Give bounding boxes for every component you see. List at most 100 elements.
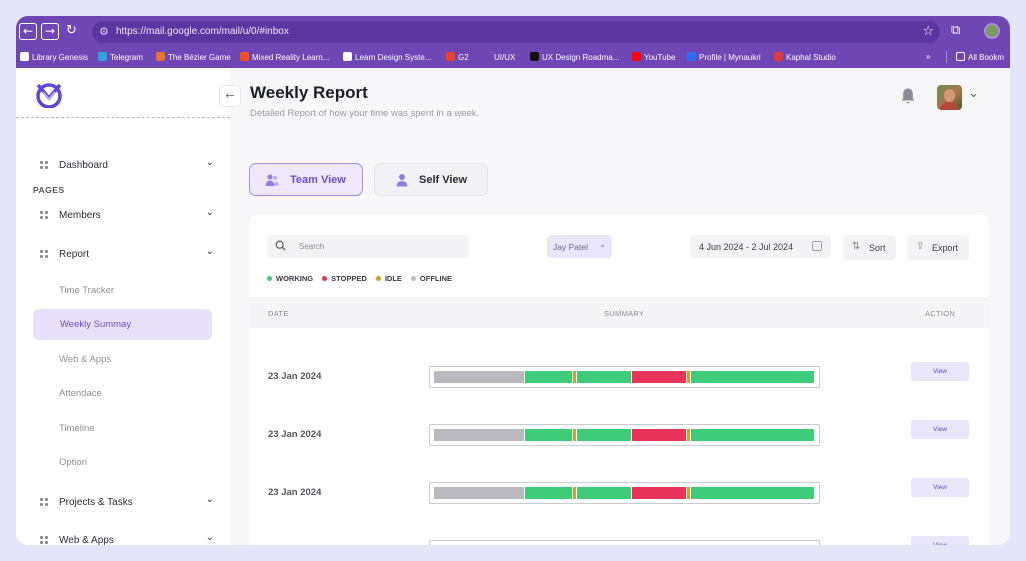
sidebar-subitem-attendance[interactable]: Attendace [59, 388, 102, 399]
bookmark-favicon-icon [482, 52, 491, 61]
sidebar-item-web-apps[interactable]: Web & Apps ⌄ [38, 532, 214, 545]
back-button[interactable]: ← [19, 23, 37, 40]
extensions-icon[interactable]: ⧉ [951, 23, 961, 38]
reload-button[interactable]: ↻ [66, 23, 77, 38]
timeline-segment-idle [687, 487, 690, 499]
sidebar-item-label: Report [59, 249, 90, 260]
timeline-segment-idle [573, 429, 576, 441]
sidebar-subitem-weekly-summary[interactable]: Weekly Summay [33, 309, 212, 340]
url-text[interactable]: https://mail.google.com/mail/u/0/#inbox [116, 26, 289, 37]
legend-label: IDLE [384, 274, 402, 283]
sidebar: Dashboard ⌄ PAGES Members ⌄ Report ⌄ Tim… [16, 68, 230, 545]
bookmark-item[interactable]: G2 [446, 52, 469, 62]
sidebar-item-projects-tasks[interactable]: Projects & Tasks ⌄ [38, 494, 214, 511]
bookmark-favicon-icon [632, 52, 641, 61]
bookmark-favicon-icon [98, 52, 107, 61]
export-icon: ⇪ [916, 241, 925, 252]
summary-timeline-bar [429, 366, 820, 388]
bookmark-favicon-icon [343, 52, 352, 61]
column-header-summary: SUMMARY [604, 309, 645, 318]
bookmark-item[interactable]: UX Design Roadma... [530, 52, 619, 62]
timeline-segment-working [525, 429, 572, 441]
sidebar-item-report[interactable]: Report ⌄ [38, 246, 214, 263]
self-view-button[interactable]: Self View [374, 163, 488, 196]
bookmark-label: The Bézier Game [168, 53, 231, 62]
bookmark-label: Telegram [110, 53, 143, 62]
sidebar-item-label: Dashboard [59, 160, 108, 171]
timeline-segment-stopped [632, 429, 686, 441]
timeline-segment-working [691, 487, 814, 499]
more-bookmarks-button[interactable]: » [926, 52, 931, 61]
bookmark-item[interactable]: YouTube [632, 52, 675, 62]
bookmark-item[interactable]: UI/UX [482, 52, 515, 62]
legend-label: STOPPED [331, 274, 367, 283]
bookmark-favicon-icon [156, 52, 165, 61]
address-bar[interactable]: ⚙ https://mail.google.com/mail/u/0/#inbo… [92, 21, 940, 43]
chevron-down-icon[interactable]: ⌄ [968, 86, 979, 101]
date-range-picker[interactable]: 4 Jun 2024 - 2 Jul 2024 [690, 235, 831, 258]
view-button[interactable]: View [911, 478, 969, 497]
view-button[interactable]: View [911, 362, 969, 381]
bookmark-item[interactable]: Kaphal Studio [774, 52, 836, 62]
site-info-icon[interactable]: ⚙ [99, 25, 109, 38]
legend-item: OFFLINE [410, 274, 452, 283]
sidebar-item-dashboard[interactable]: Dashboard ⌄ [38, 157, 214, 174]
export-label: Export [932, 243, 959, 253]
status-legend: WORKING STOPPED IDLE OFFLINE [267, 274, 461, 283]
browser-profile-avatar[interactable] [984, 23, 1000, 39]
bookmark-item[interactable]: Profile | Mynaukri [687, 52, 761, 62]
calendar-icon [812, 241, 822, 251]
folder-icon [956, 52, 965, 61]
bookmark-item[interactable]: The Bézier Game [156, 52, 231, 62]
summary-timeline-bar [429, 424, 820, 446]
sidebar-subitem-timeline[interactable]: Timeline [59, 423, 95, 434]
row-date: 23 Jan 2024 [268, 371, 322, 382]
column-header-date: DATE [268, 309, 289, 318]
sidebar-subitem-option[interactable]: Option [59, 457, 87, 468]
bookmark-item[interactable]: Telegram [98, 52, 143, 62]
legend-item: IDLE [375, 274, 402, 283]
bookmark-favicon-icon [530, 52, 539, 61]
search-input[interactable]: Search [267, 235, 469, 258]
bookmark-favicon-icon [774, 52, 783, 61]
grid-dots-icon [38, 159, 50, 171]
user-avatar[interactable] [937, 85, 962, 110]
bookmark-item[interactable]: Learn Design Syste... [343, 52, 431, 62]
search-icon [275, 240, 286, 251]
view-button[interactable]: View [911, 536, 969, 545]
bookmark-label: Library Genesis [32, 53, 89, 62]
all-bookmarks-label: All Bookm [968, 53, 1005, 62]
sidebar-subitem-time-tracker[interactable]: Time Tracker [59, 285, 115, 296]
bookmark-favicon-icon [446, 52, 455, 61]
sidebar-subitem-web-apps[interactable]: Web & Apps [59, 354, 112, 365]
forward-button[interactable]: → [41, 23, 59, 40]
row-date: 23 Jan 2024 [268, 487, 322, 498]
chevron-down-icon: ⌄ [205, 246, 214, 257]
bookmark-label: G2 [458, 53, 469, 62]
sort-button[interactable]: ⇅ Sort [843, 235, 896, 260]
view-button[interactable]: View [911, 420, 969, 439]
sidebar-item-members[interactable]: Members ⌄ [38, 207, 214, 224]
team-view-button[interactable]: Team View [249, 163, 363, 196]
grid-dots-icon [38, 496, 50, 508]
sidebar-collapse-button[interactable]: ← [219, 85, 241, 107]
grid-dots-icon [38, 248, 50, 260]
bell-icon[interactable] [900, 87, 916, 105]
team-icon [265, 174, 279, 186]
summary-timeline-bar [429, 482, 820, 504]
legend-item: WORKING [267, 274, 313, 283]
bookmarks-bar: Library Genesis Telegram The Bézier Game Mi… [16, 49, 1010, 67]
bookmark-item[interactable]: Mixed Reality Learn... [240, 52, 329, 62]
bookmark-star-icon[interactable]: ☆ [922, 24, 934, 39]
export-button[interactable]: ⇪ Export [907, 235, 969, 260]
bookmark-item[interactable]: Library Genesis [20, 52, 88, 62]
bookmark-label: Profile | Mynaukri [699, 53, 761, 62]
bookmark-label: YouTube [644, 53, 676, 62]
date-range-value: 4 Jun 2024 - 2 Jul 2024 [699, 242, 794, 252]
all-bookmarks-button[interactable]: All Bookm [956, 52, 1004, 62]
timeline-segment-working [525, 371, 572, 383]
timeline-segment-idle [573, 487, 576, 499]
legend-dot-icon [267, 276, 272, 281]
user-select[interactable]: Jay Patel ⌄ [547, 235, 612, 258]
app-logo-icon[interactable] [34, 82, 64, 108]
